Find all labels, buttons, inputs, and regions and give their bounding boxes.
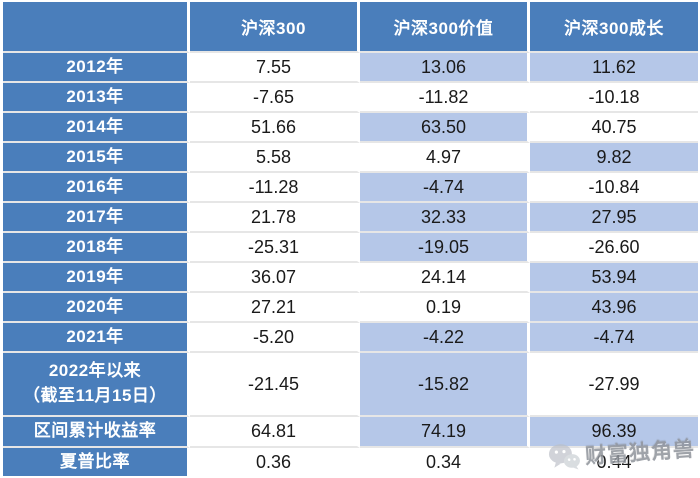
row-label: 2015年 — [3, 143, 190, 173]
corner-cell — [3, 2, 190, 53]
value-cell: -25.31 — [190, 233, 360, 263]
row-label: 区间累计收益率 — [3, 417, 190, 448]
value-cell: 9.82 — [530, 143, 698, 173]
value-cell: 21.78 — [190, 203, 360, 233]
row-label-text: 2019年 — [66, 266, 124, 286]
row-label-text: 2013年 — [66, 86, 124, 106]
row-label-text: 2012年 — [66, 56, 124, 76]
table-row: 2017年 21.78 32.33 27.95 — [3, 203, 698, 233]
value-cell: 74.19 — [360, 417, 530, 448]
value-cell: 51.66 — [190, 113, 360, 143]
column-header-hs300: 沪深300 — [190, 2, 360, 53]
row-label-text: 2022年以来 — [48, 361, 142, 381]
value-cell: 0.34 — [360, 448, 530, 476]
value-cell: -7.65 — [190, 83, 360, 113]
table-row: 夏普比率 0.36 0.34 0.44 — [3, 448, 698, 476]
row-label: 2017年 — [3, 203, 190, 233]
row-label: 2021年 — [3, 323, 190, 353]
value-cell: 11.62 — [530, 53, 698, 83]
value-cell: 0.36 — [190, 448, 360, 476]
table-row: 2019年 36.07 24.14 53.94 — [3, 263, 698, 293]
value-cell: -27.99 — [530, 353, 698, 417]
column-header-hs300-growth: 沪深300成长 — [530, 2, 698, 53]
row-label-text: 2018年 — [66, 236, 124, 256]
value-cell: 24.14 — [360, 263, 530, 293]
row-label: 2020年 — [3, 293, 190, 323]
table-row: 2012年 7.55 13.06 11.62 — [3, 53, 698, 83]
value-cell: -15.82 — [360, 353, 530, 417]
row-label-text: 2014年 — [66, 116, 124, 136]
table-row: 2015年 5.58 4.97 9.82 — [3, 143, 698, 173]
value-cell: 13.06 — [360, 53, 530, 83]
value-cell: -4.74 — [360, 173, 530, 203]
value-cell: -11.28 — [190, 173, 360, 203]
value-cell: 4.97 — [360, 143, 530, 173]
row-label: 2022年以来 （截至11月15日） — [3, 353, 190, 417]
row-label: 2016年 — [3, 173, 190, 203]
value-cell: -21.45 — [190, 353, 360, 417]
returns-table: 沪深300 沪深300价值 沪深300成长 2012年 7.55 13.06 1… — [3, 2, 698, 476]
table-row: 2014年 51.66 63.50 40.75 — [3, 113, 698, 143]
value-cell: 36.07 — [190, 263, 360, 293]
value-cell: 27.21 — [190, 293, 360, 323]
value-cell: -10.84 — [530, 173, 698, 203]
value-cell: 27.95 — [530, 203, 698, 233]
value-cell: 5.58 — [190, 143, 360, 173]
table-row: 2018年 -25.31 -19.05 -26.60 — [3, 233, 698, 263]
row-label: 2019年 — [3, 263, 190, 293]
value-cell: -4.22 — [360, 323, 530, 353]
column-header-hs300-value: 沪深300价值 — [360, 2, 530, 53]
value-cell: 0.19 — [360, 293, 530, 323]
value-cell: -10.18 — [530, 83, 698, 113]
row-label: 2012年 — [3, 53, 190, 83]
value-cell: -11.82 — [360, 83, 530, 113]
value-cell: -26.60 — [530, 233, 698, 263]
row-label-text: 2015年 — [66, 146, 124, 166]
value-cell: 63.50 — [360, 113, 530, 143]
table-row: 2016年 -11.28 -4.74 -10.84 — [3, 173, 698, 203]
value-cell: 64.81 — [190, 417, 360, 448]
row-label-text: 2021年 — [66, 326, 124, 346]
row-label-text: 区间累计收益率 — [33, 421, 157, 441]
value-cell: 96.39 — [530, 417, 698, 448]
row-label: 夏普比率 — [3, 448, 190, 476]
value-cell: -5.20 — [190, 323, 360, 353]
value-cell: 7.55 — [190, 53, 360, 83]
value-cell: 53.94 — [530, 263, 698, 293]
value-cell: -19.05 — [360, 233, 530, 263]
value-cell: 32.33 — [360, 203, 530, 233]
table-row: 2020年 27.21 0.19 43.96 — [3, 293, 698, 323]
value-cell: 0.44 — [530, 448, 698, 476]
table-row: 2022年以来 （截至11月15日） -21.45 -15.82 -27.99 — [3, 353, 698, 417]
value-cell: 40.75 — [530, 113, 698, 143]
value-cell: 43.96 — [530, 293, 698, 323]
table-row: 2021年 -5.20 -4.22 -4.74 — [3, 323, 698, 353]
row-sublabel-text: （截至11月15日） — [23, 386, 167, 405]
row-label-text: 2016年 — [66, 176, 124, 196]
table-row: 区间累计收益率 64.81 74.19 96.39 — [3, 417, 698, 448]
header-row: 沪深300 沪深300价值 沪深300成长 — [3, 2, 698, 53]
row-label: 2014年 — [3, 113, 190, 143]
row-label-text: 2020年 — [66, 296, 124, 316]
value-cell: -4.74 — [530, 323, 698, 353]
row-label-text: 2017年 — [66, 206, 124, 226]
row-label: 2013年 — [3, 83, 190, 113]
row-label: 2018年 — [3, 233, 190, 263]
row-label-text: 夏普比率 — [60, 451, 130, 471]
table-row: 2013年 -7.65 -11.82 -10.18 — [3, 83, 698, 113]
